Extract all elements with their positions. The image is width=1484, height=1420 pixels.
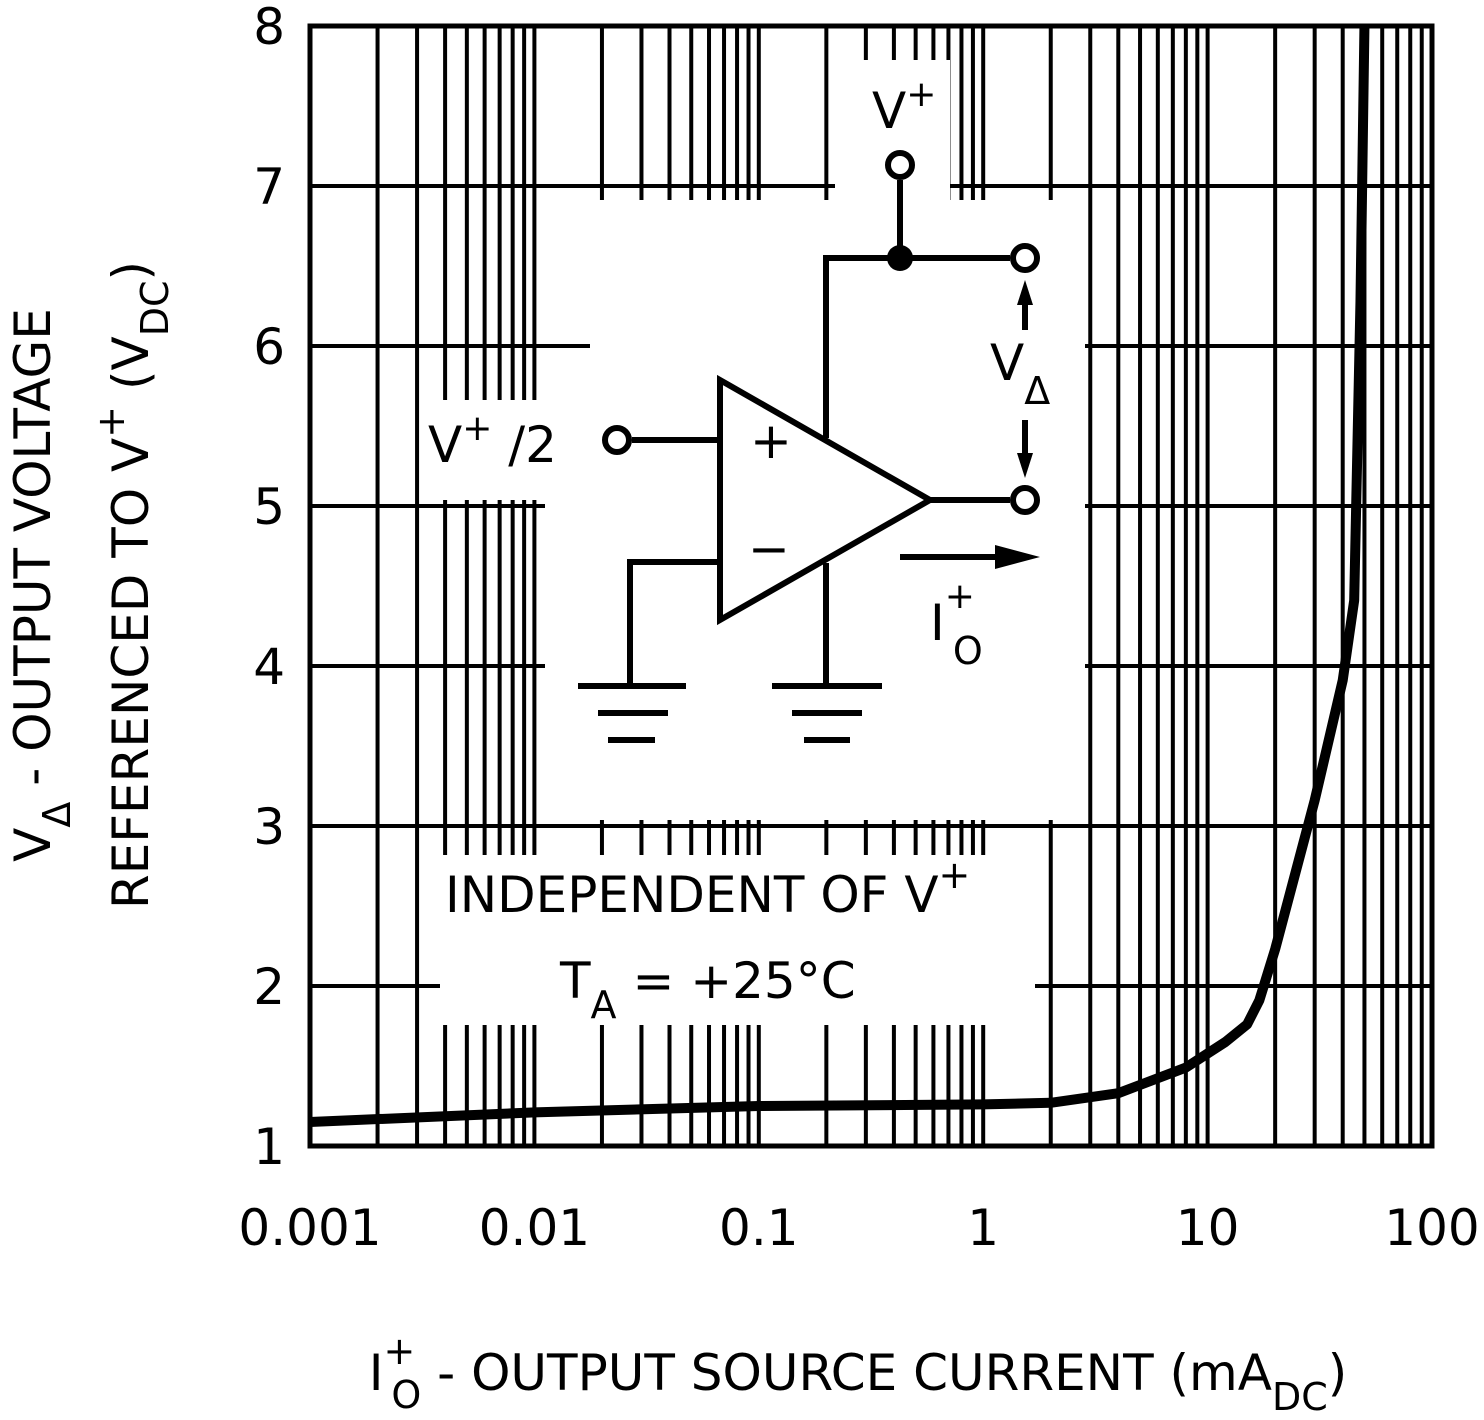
mask <box>440 855 1035 1025</box>
mask <box>590 200 1085 360</box>
label: − <box>748 520 790 578</box>
mask <box>835 60 950 205</box>
y-axis-label: REFERENCED TO V+ (VDC) <box>89 261 177 909</box>
x-tick-label: 1 <box>967 1199 999 1257</box>
marks <box>309 25 1370 1127</box>
circuit: V+ V+ /2 + − VΔ I+ O <box>428 74 1050 743</box>
mask <box>420 400 550 500</box>
junction <box>887 245 913 271</box>
mask <box>545 355 1085 820</box>
y-tick-label: 1 <box>253 1118 285 1176</box>
annotation: TA = +25°C <box>559 952 856 1027</box>
data-line <box>309 25 1370 1127</box>
terminal <box>1010 243 1040 273</box>
y-axis-label: VΔ - OUTPUT VOLTAGE <box>4 308 79 862</box>
wires <box>578 180 1028 743</box>
x-tick-label: 0.1 <box>719 1199 799 1257</box>
label: V+ /2 <box>428 408 557 474</box>
x-tick-label: 10 <box>1176 1199 1240 1257</box>
y-tick-label: 7 <box>253 158 285 216</box>
y-tick-label: 8 <box>253 0 285 56</box>
opamp <box>717 374 937 626</box>
y-tick-label: 4 <box>253 638 285 696</box>
x-tick-label: 100 <box>1384 1199 1479 1257</box>
x-tick-label: 0.01 <box>479 1199 590 1257</box>
y-tick-label: 6 <box>253 318 285 376</box>
arrow <box>995 545 1040 569</box>
arrow <box>1017 280 1033 305</box>
terminal <box>885 150 915 180</box>
label: I+ O <box>930 576 983 673</box>
grid-mask <box>420 60 1085 1025</box>
x-axis-label: I+ O - OUTPUT SOURCE CURRENT (mADC) <box>369 1329 1348 1415</box>
x-tick-label: 0.001 <box>238 1199 381 1257</box>
terminal <box>602 425 632 455</box>
terminal <box>1010 485 1040 515</box>
label: + <box>750 412 792 470</box>
y-tick-label: 3 <box>253 798 285 856</box>
label: VΔ <box>990 334 1050 413</box>
plot-frame <box>307 23 1435 1149</box>
arrow <box>1017 453 1033 478</box>
y-tick-label: 2 <box>253 958 285 1016</box>
y-tick-label: 5 <box>253 478 285 536</box>
label: V+ <box>872 74 936 140</box>
annotation: INDEPENDENT OF V+ <box>445 853 970 924</box>
